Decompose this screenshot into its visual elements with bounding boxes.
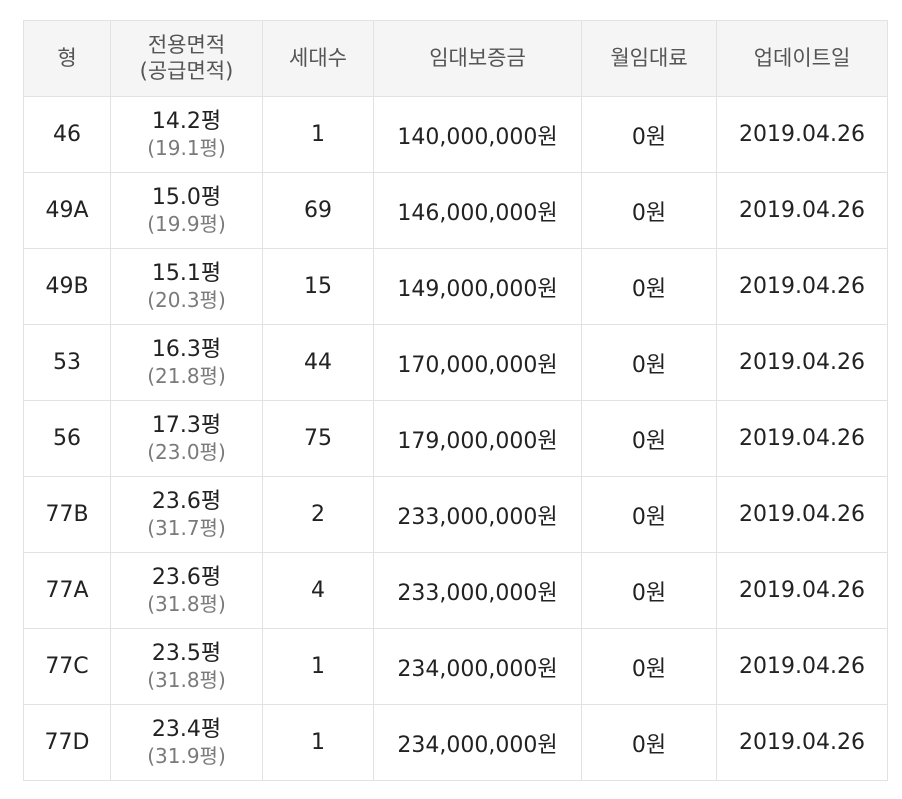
cell-households: 2: [262, 476, 374, 553]
cell-type: 77A: [23, 552, 111, 629]
cell-deposit: 146,000,000원: [373, 172, 582, 249]
cell-households: 44: [262, 324, 374, 401]
cell-area: 15.0평 (19.9평): [110, 172, 263, 249]
cell-updated: 2019.04.26: [716, 704, 888, 781]
cell-type: 56: [23, 400, 111, 477]
header-monthly-rent: 월임대료: [581, 20, 717, 97]
cell-area-exclusive: 15.1평: [151, 261, 222, 287]
table-row: 77D 23.4평 (31.9평) 1 234,000,000원 0원 2019…: [23, 704, 888, 781]
cell-households: 15: [262, 248, 374, 325]
table-row: 77A 23.6평 (31.8평) 4 233,000,000원 0원 2019…: [23, 552, 888, 629]
cell-type: 77B: [23, 476, 111, 553]
cell-updated: 2019.04.26: [716, 324, 888, 401]
table-body: 46 14.2평 (19.1평) 1 140,000,000원 0원 2019.…: [23, 96, 888, 781]
table-row: 56 17.3평 (23.0평) 75 179,000,000원 0원 2019…: [23, 400, 888, 477]
table-row: 49B 15.1평 (20.3평) 15 149,000,000원 0원 201…: [23, 248, 888, 325]
cell-area: 23.6평 (31.8평): [110, 552, 263, 629]
table-row: 53 16.3평 (21.8평) 44 170,000,000원 0원 2019…: [23, 324, 888, 401]
cell-area-supply: (31.8평): [147, 667, 226, 692]
cell-area-exclusive: 17.3평: [151, 413, 222, 439]
header-area-supply: (공급면적): [139, 58, 234, 83]
cell-area-exclusive: 16.3평: [151, 337, 222, 363]
cell-type: 49A: [23, 172, 111, 249]
cell-households: 1: [262, 704, 374, 781]
cell-area: 23.6평 (31.7평): [110, 476, 263, 553]
cell-households: 1: [262, 628, 374, 705]
header-type: 형: [23, 20, 111, 97]
cell-area-exclusive: 23.6평: [151, 489, 222, 515]
cell-monthly-rent: 0원: [581, 628, 717, 705]
cell-area: 17.3평 (23.0평): [110, 400, 263, 477]
cell-area: 15.1평 (20.3평): [110, 248, 263, 325]
cell-area-exclusive: 23.5평: [151, 641, 222, 667]
cell-deposit: 149,000,000원: [373, 248, 582, 325]
cell-area-supply: (31.7평): [147, 515, 226, 540]
cell-deposit: 140,000,000원: [373, 96, 582, 173]
cell-updated: 2019.04.26: [716, 96, 888, 173]
table-row: 49A 15.0평 (19.9평) 69 146,000,000원 0원 201…: [23, 172, 888, 249]
cell-area-supply: (20.3평): [147, 287, 226, 312]
cell-updated: 2019.04.26: [716, 400, 888, 477]
cell-households: 1: [262, 96, 374, 173]
cell-updated: 2019.04.26: [716, 552, 888, 629]
cell-area-supply: (19.9평): [147, 211, 226, 236]
cell-area-exclusive: 23.4평: [151, 717, 222, 743]
table-row: 77C 23.5평 (31.8평) 1 234,000,000원 0원 2019…: [23, 628, 888, 705]
cell-deposit: 233,000,000원: [373, 552, 582, 629]
cell-monthly-rent: 0원: [581, 324, 717, 401]
table-row: 46 14.2평 (19.1평) 1 140,000,000원 0원 2019.…: [23, 96, 888, 173]
cell-area: 23.5평 (31.8평): [110, 628, 263, 705]
cell-type: 46: [23, 96, 111, 173]
cell-type: 49B: [23, 248, 111, 325]
cell-area: 23.4평 (31.9평): [110, 704, 263, 781]
cell-monthly-rent: 0원: [581, 552, 717, 629]
cell-area: 14.2평 (19.1평): [110, 96, 263, 173]
cell-area-supply: (21.8평): [147, 363, 226, 388]
rental-units-table-container: 형 전용면적 (공급면적) 세대수 임대보증금 월임대료 업데이트일 46 14…: [23, 20, 888, 781]
cell-households: 75: [262, 400, 374, 477]
cell-updated: 2019.04.26: [716, 628, 888, 705]
cell-type: 77C: [23, 628, 111, 705]
rental-units-table: 형 전용면적 (공급면적) 세대수 임대보증금 월임대료 업데이트일 46 14…: [23, 20, 888, 781]
header-area-exclusive: 전용면적: [147, 33, 226, 58]
header-deposit: 임대보증금: [373, 20, 582, 97]
cell-deposit: 234,000,000원: [373, 628, 582, 705]
cell-updated: 2019.04.26: [716, 248, 888, 325]
cell-area-exclusive: 23.6평: [151, 565, 222, 591]
table-row: 77B 23.6평 (31.7평) 2 233,000,000원 0원 2019…: [23, 476, 888, 553]
cell-updated: 2019.04.26: [716, 172, 888, 249]
cell-monthly-rent: 0원: [581, 96, 717, 173]
header-row: 형 전용면적 (공급면적) 세대수 임대보증금 월임대료 업데이트일: [23, 20, 888, 97]
cell-area-exclusive: 14.2평: [151, 109, 222, 135]
cell-monthly-rent: 0원: [581, 172, 717, 249]
header-area: 전용면적 (공급면적): [110, 20, 263, 97]
cell-monthly-rent: 0원: [581, 400, 717, 477]
cell-deposit: 233,000,000원: [373, 476, 582, 553]
cell-area-supply: (31.8평): [147, 591, 226, 616]
header-households: 세대수: [262, 20, 374, 97]
cell-monthly-rent: 0원: [581, 248, 717, 325]
cell-households: 69: [262, 172, 374, 249]
cell-area: 16.3평 (21.8평): [110, 324, 263, 401]
header-updated: 업데이트일: [716, 20, 888, 97]
cell-updated: 2019.04.26: [716, 476, 888, 553]
cell-area-supply: (19.1평): [147, 135, 226, 160]
cell-households: 4: [262, 552, 374, 629]
cell-monthly-rent: 0원: [581, 476, 717, 553]
cell-deposit: 179,000,000원: [373, 400, 582, 477]
cell-monthly-rent: 0원: [581, 704, 717, 781]
cell-area-exclusive: 15.0평: [151, 185, 222, 211]
cell-deposit: 170,000,000원: [373, 324, 582, 401]
cell-deposit: 234,000,000원: [373, 704, 582, 781]
cell-type: 77D: [23, 704, 111, 781]
cell-type: 53: [23, 324, 111, 401]
cell-area-supply: (31.9평): [147, 743, 226, 768]
cell-area-supply: (23.0평): [147, 439, 226, 464]
table-header: 형 전용면적 (공급면적) 세대수 임대보증금 월임대료 업데이트일: [23, 20, 888, 97]
